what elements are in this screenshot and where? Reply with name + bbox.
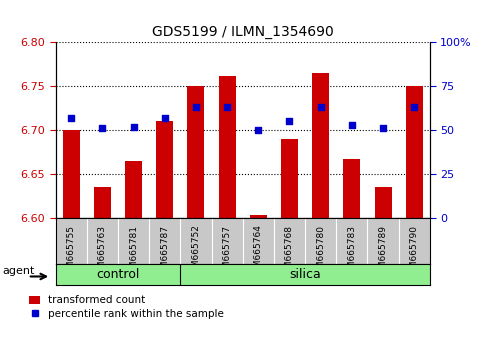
Text: GSM665790: GSM665790 <box>410 225 419 280</box>
Text: silica: silica <box>289 268 321 281</box>
Legend: transformed count, percentile rank within the sample: transformed count, percentile rank withi… <box>29 296 224 319</box>
Point <box>129 124 137 130</box>
Point <box>99 126 106 131</box>
Text: GSM665752: GSM665752 <box>191 225 200 280</box>
Point <box>255 127 262 133</box>
Bar <box>218 76 236 218</box>
Bar <box>187 86 204 218</box>
Text: GSM665763: GSM665763 <box>98 225 107 280</box>
Bar <box>156 121 173 218</box>
Point <box>411 104 418 110</box>
Text: GSM665755: GSM665755 <box>67 225 76 280</box>
Text: control: control <box>96 268 140 281</box>
Text: GSM665757: GSM665757 <box>223 225 232 280</box>
Point <box>223 104 231 110</box>
Text: GSM665764: GSM665764 <box>254 225 263 280</box>
Bar <box>94 187 111 218</box>
Text: GSM665768: GSM665768 <box>285 225 294 280</box>
Text: GSM665789: GSM665789 <box>379 225 387 280</box>
Bar <box>125 161 142 218</box>
Text: GSM665783: GSM665783 <box>347 225 356 280</box>
Text: GSM665781: GSM665781 <box>129 225 138 280</box>
Text: agent: agent <box>3 266 35 276</box>
Title: GDS5199 / ILMN_1354690: GDS5199 / ILMN_1354690 <box>152 25 334 39</box>
Bar <box>63 130 80 218</box>
Text: GSM665787: GSM665787 <box>160 225 169 280</box>
Point <box>317 104 325 110</box>
Bar <box>343 159 360 218</box>
Point <box>348 122 356 128</box>
Bar <box>281 139 298 218</box>
Point <box>192 104 200 110</box>
Point <box>285 119 293 124</box>
Point <box>67 115 75 121</box>
Point <box>161 115 169 121</box>
Text: GSM665780: GSM665780 <box>316 225 325 280</box>
Point <box>379 126 387 131</box>
Bar <box>406 86 423 218</box>
Bar <box>250 215 267 218</box>
Bar <box>374 187 392 218</box>
Bar <box>312 73 329 218</box>
